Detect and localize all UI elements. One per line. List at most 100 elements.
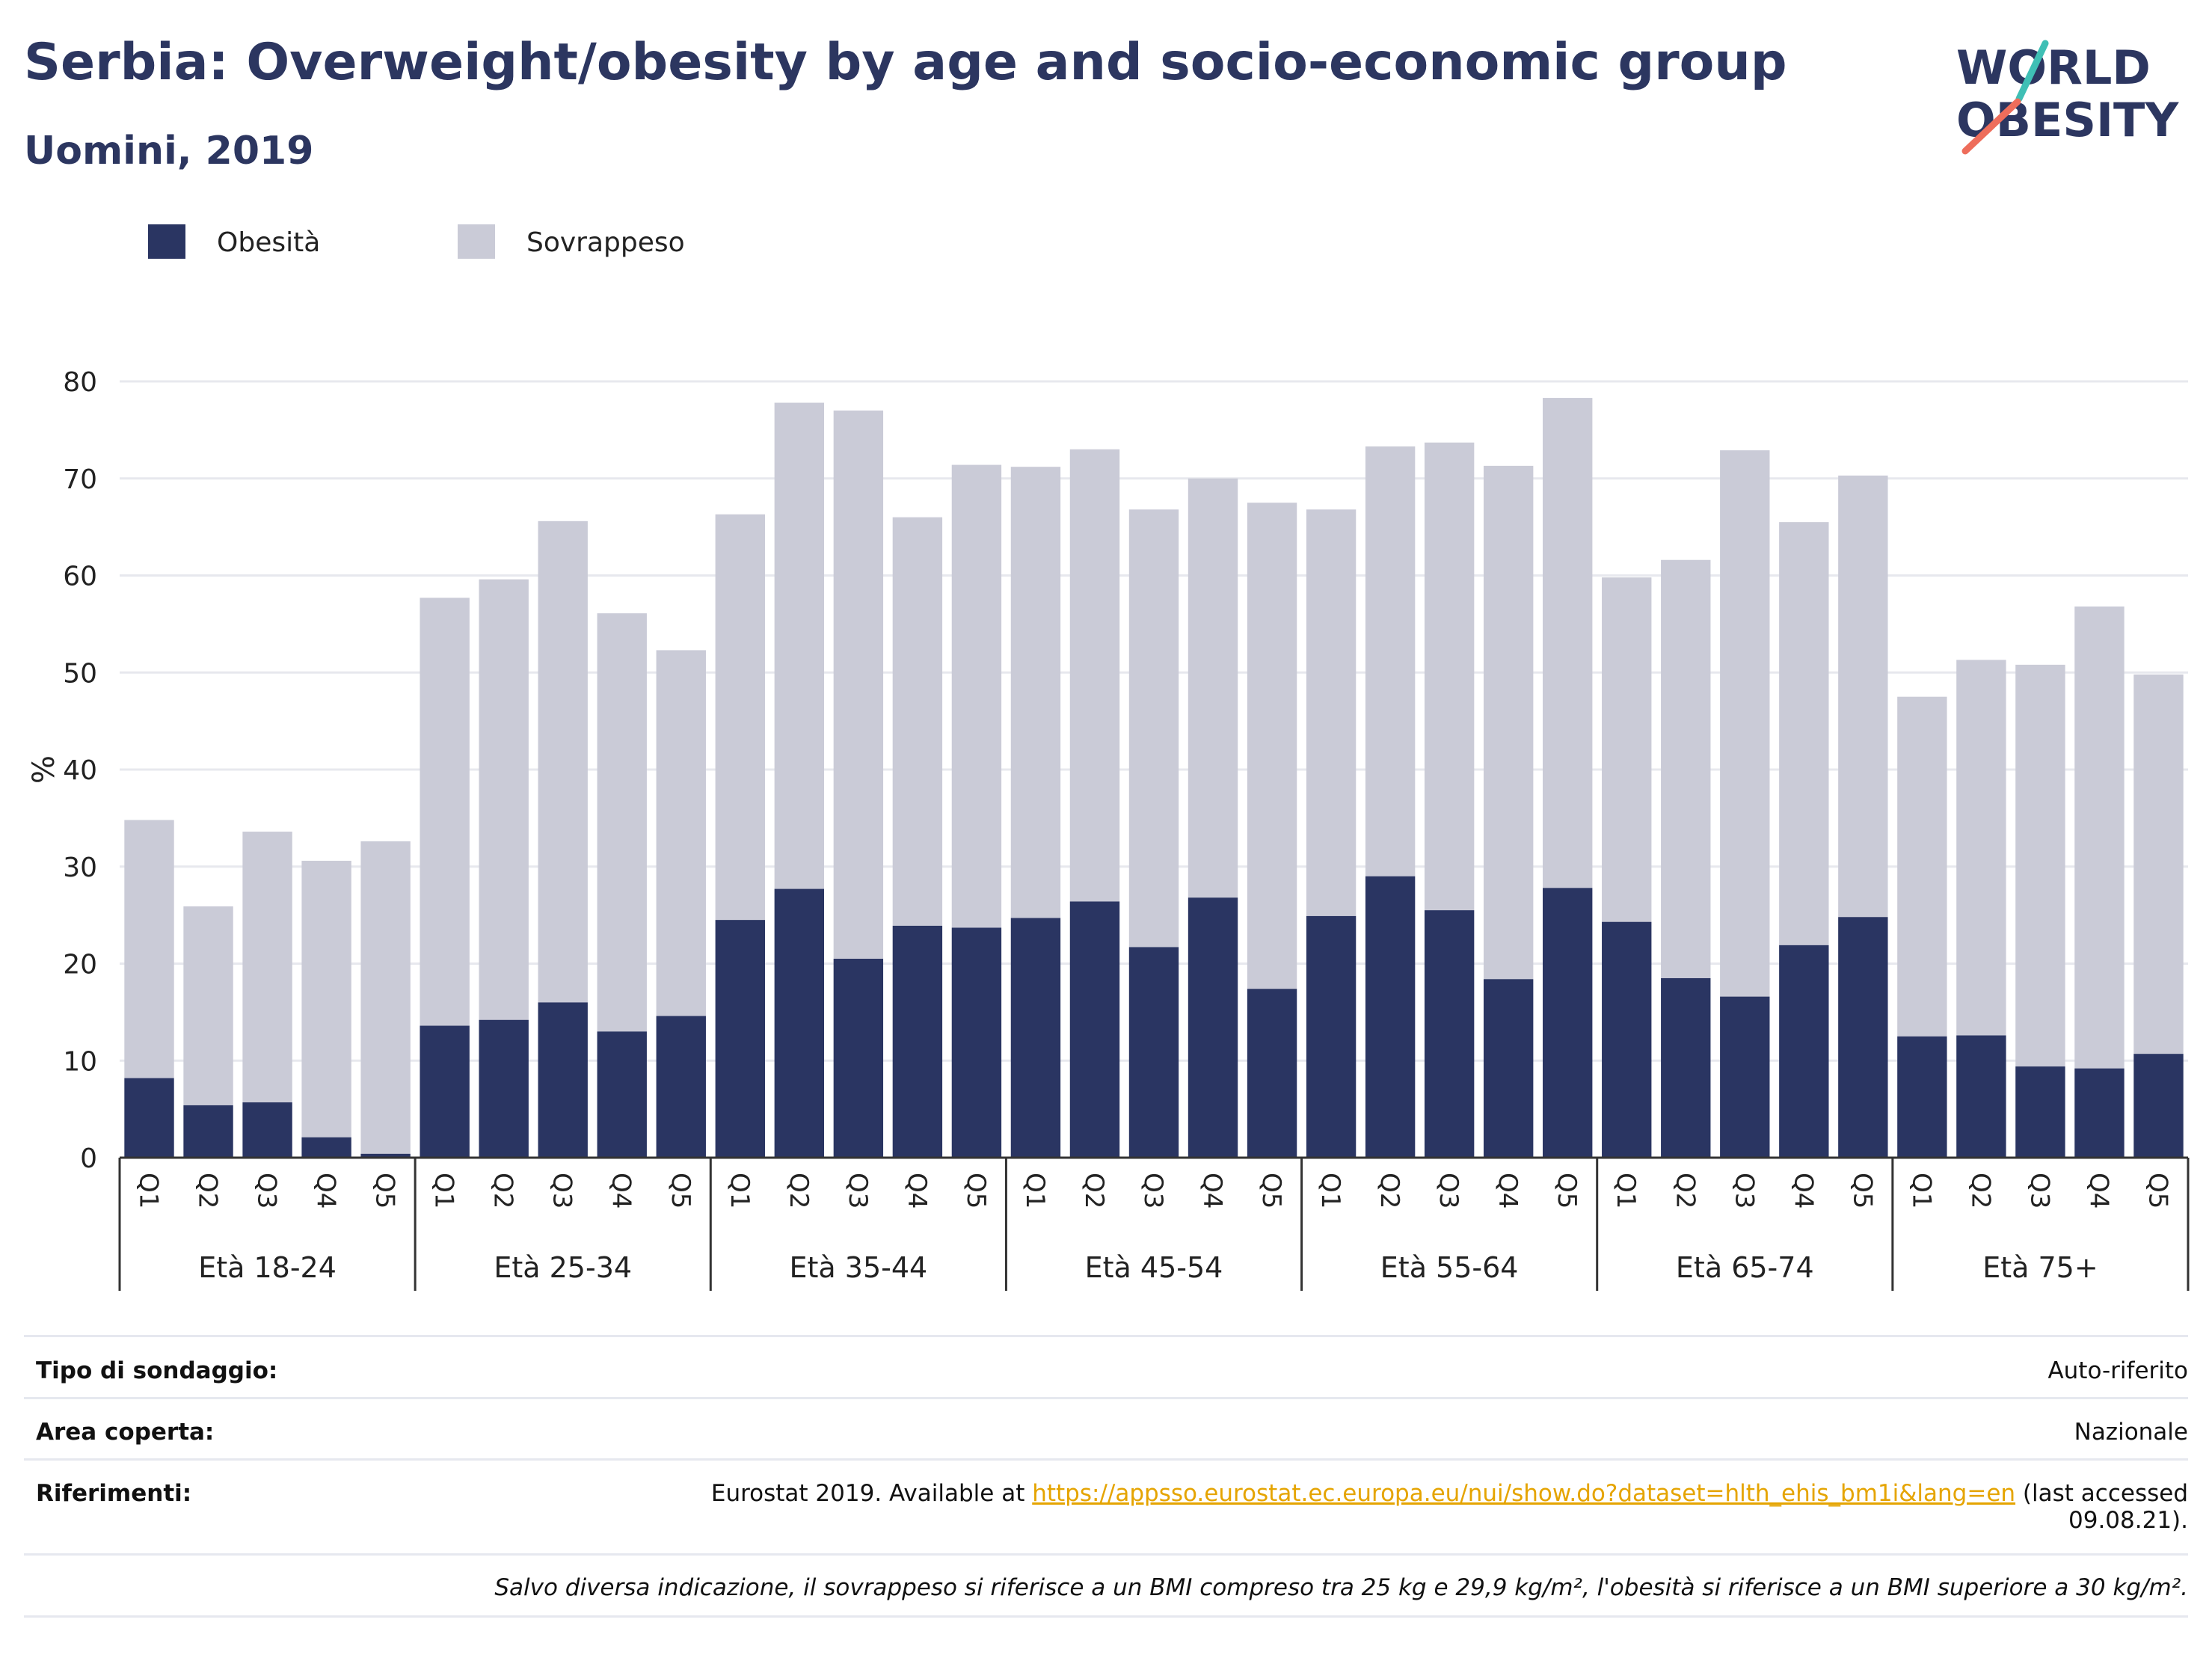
y-axis-label: % <box>27 755 61 784</box>
references-prefix: Eurostat 2019. Available at <box>710 1480 1025 1507</box>
x-tick-label: Q5 <box>961 1173 991 1209</box>
chart-subtitle: Uomini, 2019 <box>24 129 314 174</box>
bar-obesity <box>479 1019 529 1158</box>
x-tick-label: Q3 <box>1729 1173 1759 1209</box>
bars <box>124 398 2184 1158</box>
x-tick-label: Q3 <box>1138 1173 1168 1209</box>
x-tick-label: Q5 <box>2142 1173 2172 1209</box>
bar-overweight <box>1306 509 1357 916</box>
x-tick-label: Q2 <box>1670 1173 1700 1209</box>
bar-overweight <box>833 410 884 959</box>
x-tick-label: Q4 <box>311 1173 341 1209</box>
bar-overweight <box>715 514 765 921</box>
x-tick-label: Q4 <box>606 1173 636 1209</box>
footer-divider <box>24 1397 2188 1399</box>
y-axis: 0 10 20 30 40 50 60 70 80% <box>27 367 97 1174</box>
bar-obesity <box>420 1025 470 1158</box>
x-tick-label: Q1 <box>429 1173 459 1209</box>
x-tick-label: Q2 <box>1965 1173 1995 1209</box>
bar-obesity <box>1069 901 1120 1158</box>
bar-overweight <box>1779 522 1829 945</box>
group-label: Età 35-44 <box>790 1251 928 1284</box>
x-tick-label: Q2 <box>488 1173 518 1209</box>
x-tick-label: Q3 <box>252 1173 282 1209</box>
footer-divider <box>24 1458 2188 1461</box>
x-tick-label: Q5 <box>370 1173 400 1209</box>
x-axis: Q1 Q2 Q3 Q4 Q5 Età 18-24 Q1 Q2 Q3 Q4 Q5 Età 25-34 Q1… <box>118 1156 2190 1291</box>
bar-overweight <box>183 906 233 1105</box>
references-suffix: (last accessed <box>2022 1480 2188 1507</box>
survey-type-value: Auto-riferito <box>2047 1357 2188 1384</box>
bar-obesity <box>1543 888 1593 1158</box>
legend: Obesità Sovrappeso <box>148 224 685 259</box>
footer-divider <box>24 1553 2188 1556</box>
x-tick-label: Q3 <box>1434 1173 1463 1209</box>
group-label: Età 45-54 <box>1085 1251 1223 1284</box>
survey-type-label: Tipo di sondaggio: <box>36 1357 278 1384</box>
bar-overweight <box>1720 450 1770 997</box>
bar-obesity <box>1365 876 1416 1158</box>
bar-obesity <box>715 920 765 1158</box>
y-tick-label: 80 <box>63 367 97 398</box>
bar-overweight <box>1897 696 1947 1037</box>
y-tick-label: 70 <box>63 464 97 495</box>
area-value: Nazionale <box>2074 1419 2188 1446</box>
bar-obesity <box>1483 979 1534 1158</box>
bar-overweight <box>2133 674 2184 1054</box>
x-tick-label: Q1 <box>1611 1173 1641 1209</box>
bar-overweight <box>420 598 470 1026</box>
x-tick-label: Q5 <box>666 1173 695 1209</box>
y-tick-label: 60 <box>63 562 97 592</box>
bar-obesity <box>1661 977 1711 1158</box>
references-label: Riferimenti: <box>36 1480 192 1507</box>
y-tick-label: 30 <box>63 853 97 883</box>
bar-overweight <box>301 860 351 1137</box>
x-tick-label: Q4 <box>1197 1173 1227 1209</box>
x-tick-label: Q3 <box>843 1173 873 1209</box>
bar-overweight <box>1010 467 1061 918</box>
bar-overweight <box>1483 465 1534 980</box>
bar-overweight <box>892 517 943 926</box>
x-tick-label: Q2 <box>784 1173 814 1209</box>
legend-label: Obesità <box>217 227 320 258</box>
bar-overweight <box>1956 660 2006 1036</box>
footer-divider <box>24 1335 2188 1337</box>
x-tick-label: Q2 <box>1374 1173 1404 1209</box>
bar-obesity <box>2074 1068 2125 1158</box>
y-tick-label: 50 <box>63 658 97 689</box>
group-label: Età 55-64 <box>1380 1251 1519 1284</box>
bar-obesity <box>1247 989 1297 1158</box>
references-link[interactable]: https://appsso.eurostat.ec.europa.eu/nui… <box>1032 1480 2016 1507</box>
bar-obesity <box>1424 910 1475 1158</box>
x-tick-label: Q1 <box>1906 1173 1936 1209</box>
bar-obesity <box>774 888 825 1158</box>
bar-overweight <box>538 521 588 1003</box>
bar-overweight <box>242 832 292 1103</box>
bmi-note: Salvo diversa indicazione, il sovrappeso… <box>494 1574 2188 1601</box>
x-tick-label: Q1 <box>725 1173 755 1209</box>
bar-obesity <box>242 1102 292 1158</box>
x-tick-label: Q4 <box>2083 1173 2113 1209</box>
bar-overweight <box>479 579 529 1020</box>
bar-obesity <box>1602 921 1652 1158</box>
x-tick-label: Q5 <box>1256 1173 1286 1209</box>
bar-obesity <box>1956 1035 2006 1158</box>
bar-obesity <box>1897 1036 1947 1158</box>
bar-obesity <box>538 1002 588 1158</box>
group-label: Età 75+ <box>1982 1251 2098 1284</box>
references-date: 09.08.21). <box>2068 1507 2188 1534</box>
bar-overweight <box>1543 398 1593 888</box>
group-label: Età 65-74 <box>1676 1251 1814 1284</box>
group-label: Età 18-24 <box>198 1251 337 1284</box>
x-tick-label: Q4 <box>1788 1173 1818 1209</box>
bar-overweight <box>1602 577 1652 922</box>
legend-swatch-obesity <box>148 224 185 259</box>
bar-obesity <box>2015 1066 2065 1158</box>
bar-overweight <box>124 820 174 1078</box>
bar-obesity <box>301 1137 351 1158</box>
bar-obesity <box>1720 996 1770 1158</box>
bar-overweight <box>1188 478 1238 898</box>
bar-obesity <box>597 1031 647 1158</box>
bar-overweight <box>1069 449 1120 902</box>
